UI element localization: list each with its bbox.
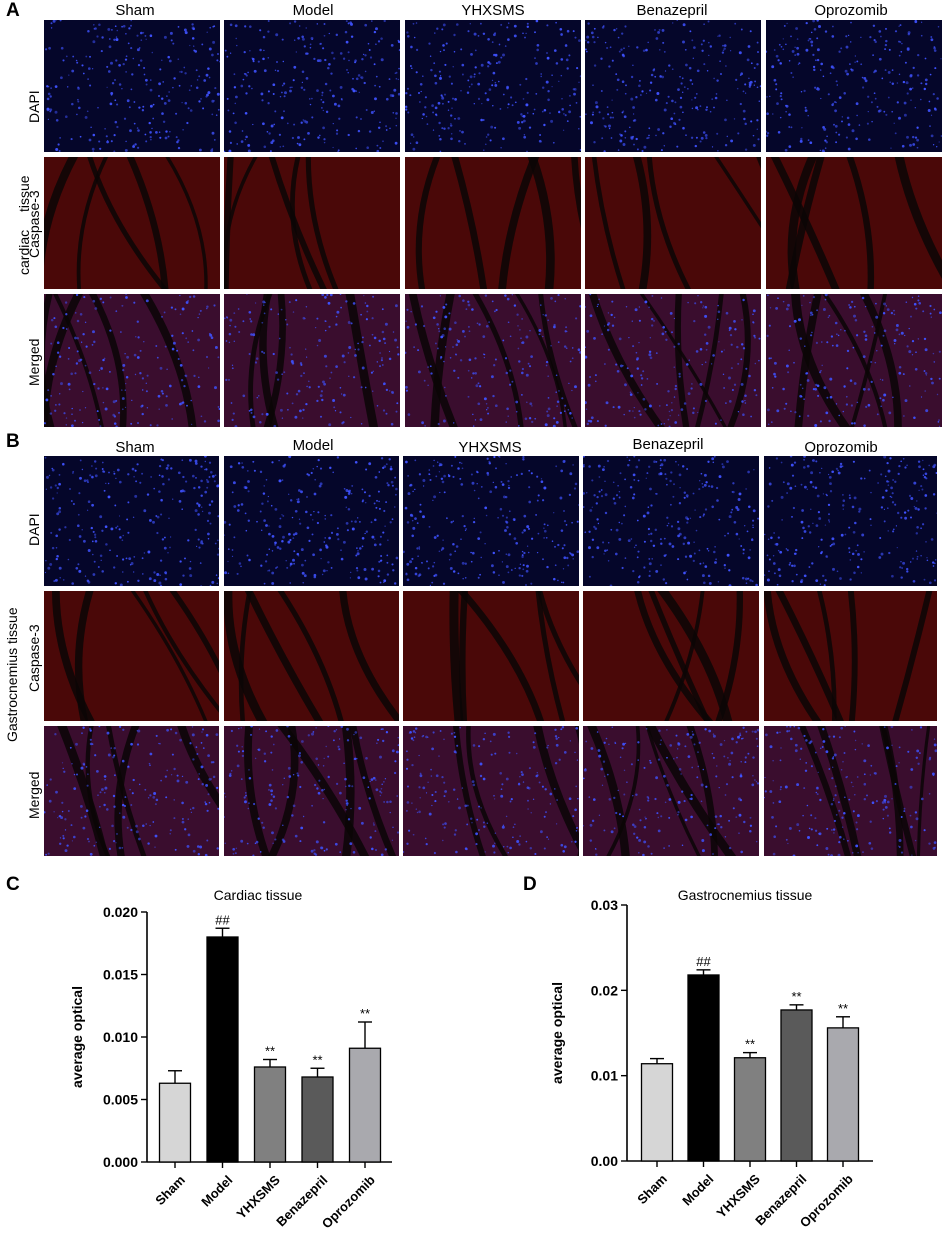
y-axis-label: average optical: [69, 986, 85, 1088]
panel-b-tile: [764, 456, 937, 586]
panel-a-tile: [405, 294, 581, 427]
panel-b-tile: [224, 726, 399, 856]
panel-b-tile: [44, 456, 219, 586]
panel-a-tile: [44, 20, 220, 152]
y-tick-label: 0.010: [103, 1029, 138, 1045]
panel-a-col-model: Model: [292, 2, 334, 19]
bar: [780, 1009, 813, 1162]
y-tick-label: 0.00: [591, 1153, 618, 1169]
panel-a-tile: [585, 294, 761, 427]
panel-a-tile: [585, 157, 761, 289]
significance-marker: **: [360, 1006, 370, 1021]
y-tick-label: 0.000: [103, 1154, 138, 1170]
bar: [348, 1047, 382, 1163]
panel-a-tile: [585, 20, 761, 152]
chart-d-title: Gastrocnemius tissue: [677, 887, 813, 903]
significance-marker: ##: [696, 954, 711, 969]
panel-b-col-yhxsms: YHXSMS: [458, 439, 522, 456]
panel-letter-d: D: [523, 874, 537, 895]
y-tick-label: 0.015: [103, 967, 138, 983]
y-tick-label: 0.020: [103, 904, 138, 920]
panel-a-tile: [44, 294, 220, 427]
significance-marker: **: [838, 1001, 848, 1016]
y-tick-label: 0.03: [591, 897, 618, 913]
panel-letter-b: B: [6, 431, 20, 452]
panel-b-tile: [44, 591, 219, 721]
bar: [733, 1057, 767, 1162]
panel-b-tile: [764, 726, 937, 856]
panel-b-col-sham: Sham: [115, 439, 155, 456]
panel-b-tile: [583, 456, 759, 586]
panel-b-tile: [583, 726, 759, 856]
significance-marker: **: [265, 1044, 275, 1059]
significance-marker: ##: [215, 912, 230, 927]
panel-a-col-benazepril: Benazepril: [636, 2, 708, 19]
panel-letter-a: A: [6, 0, 20, 21]
panel-letter-c: C: [6, 874, 20, 895]
bar: [206, 936, 239, 1163]
panel-b-col-model: Model: [292, 437, 334, 454]
panel-a-tile: [405, 157, 581, 289]
panel-b-tile: [764, 591, 937, 721]
panel-b-tile: [403, 456, 579, 586]
panel-b-tile: [403, 726, 579, 856]
panel-b-tile: [224, 456, 399, 586]
y-axis-label: average optical: [549, 982, 565, 1084]
y-tick-label: 0.02: [591, 982, 618, 998]
bar: [826, 1027, 860, 1162]
panel-a-tile: [224, 294, 400, 427]
x-tick-label: Model: [679, 1171, 716, 1208]
panel-a-tile: [766, 157, 942, 289]
x-tick-label: Sham: [634, 1171, 670, 1207]
y-tick-label: 0.005: [103, 1092, 138, 1108]
panel-a-tile: [766, 294, 942, 427]
panel-a-tile: [405, 20, 581, 152]
y-tick-label: 0.01: [591, 1068, 618, 1084]
panel-b-col-benazepril: Benazepril: [632, 436, 704, 453]
significance-marker: **: [312, 1052, 322, 1067]
panel-a-col-sham: Sham: [115, 2, 155, 19]
panel-a-col-oprozomib: Oprozomib: [814, 2, 888, 19]
panel-a-tile: [224, 20, 400, 152]
panel-b-tile: [583, 591, 759, 721]
panel-a-tile: [44, 157, 220, 289]
bar: [158, 1082, 192, 1163]
panel-b-col-oprozomib: Oprozomib: [804, 439, 878, 456]
panel-b-tile: [224, 591, 399, 721]
panel-b-tile: [403, 591, 579, 721]
panel-a-tile: [224, 157, 400, 289]
panel-a-col-yhxsms: YHXSMS: [461, 2, 525, 19]
bar: [687, 974, 720, 1162]
panel-a-tile: [766, 20, 942, 152]
panel-b-tile: [44, 726, 219, 856]
significance-marker: **: [791, 989, 801, 1004]
bar: [640, 1063, 674, 1162]
significance-marker: **: [745, 1037, 755, 1052]
chart-c-title: Cardiac tissue: [213, 887, 303, 903]
